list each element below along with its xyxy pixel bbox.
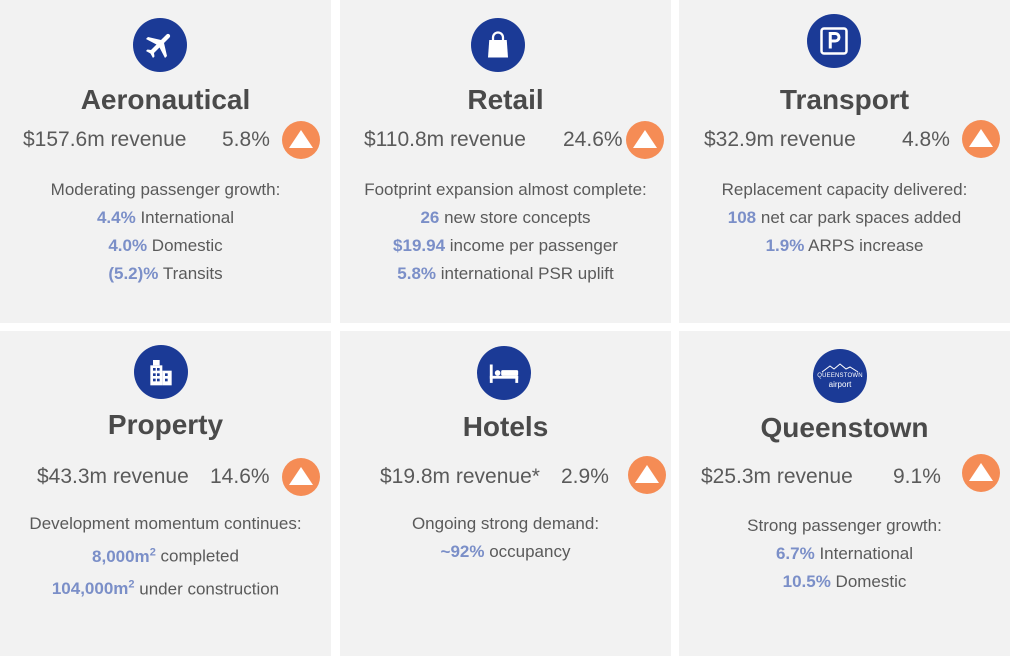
- detail-value: ~92%: [440, 542, 485, 561]
- details-intro: Development momentum continues:: [29, 514, 302, 533]
- revenue-value: $25.3m revenue: [701, 465, 853, 488]
- detail-text: International: [814, 544, 914, 563]
- detail-line: 6.7% International: [679, 540, 1010, 568]
- revenue-value: $157.6m revenue: [23, 128, 187, 151]
- card-queenstown: QUEENSTOWN airport Queenstown $25.3m rev…: [679, 331, 1010, 656]
- detail-text: ARPS increase: [804, 236, 924, 255]
- detail-text: Transits: [158, 264, 223, 283]
- detail-line: 10.5% Domestic: [679, 568, 1010, 596]
- card-title: Retail: [467, 84, 544, 115]
- detail-line: 5.8% international PSR uplift: [340, 260, 671, 288]
- detail-line: 1.9% ARPS increase: [679, 232, 1010, 260]
- detail-number: 8,000m: [92, 546, 150, 566]
- up-arrow-icon: [282, 458, 320, 496]
- detail-text: net car park spaces added: [756, 208, 962, 227]
- detail-text: new store concepts: [439, 208, 591, 227]
- airplane-icon: [133, 18, 187, 72]
- shopping-bag-icon: [471, 18, 525, 72]
- bed-icon: [477, 346, 531, 400]
- card-aeronautical: Aeronautical $157.6m revenue 5.8% Modera…: [0, 0, 331, 323]
- growth-percent: 5.8%: [222, 128, 270, 151]
- details: Footprint expansion almost complete: 26 …: [340, 176, 671, 288]
- revenue-value: $43.3m revenue: [37, 465, 189, 488]
- details: Ongoing strong demand: ~92% occupancy: [340, 510, 671, 566]
- detail-line: 104,000m2 under construction: [0, 571, 331, 604]
- details: Strong passenger growth: 6.7% Internatio…: [679, 512, 1010, 596]
- logo-text: airport: [828, 380, 852, 389]
- detail-text: under construction: [134, 579, 280, 599]
- details-intro: Moderating passenger growth:: [50, 180, 281, 199]
- detail-value: 4.4%: [96, 208, 136, 227]
- detail-text: International: [135, 208, 235, 227]
- revenue-value: $32.9m revenue: [704, 128, 856, 151]
- card-title: Aeronautical: [80, 84, 251, 115]
- detail-line: 108 net car park spaces added: [679, 204, 1010, 232]
- up-arrow-icon: [626, 121, 664, 159]
- detail-line: ~92% occupancy: [340, 538, 671, 566]
- detail-line: 8,000m2 completed: [0, 538, 331, 571]
- detail-line: 4.4% International: [0, 204, 331, 232]
- card-property: Property $43.3m revenue 14.6% Developmen…: [0, 331, 331, 656]
- details-intro: Footprint expansion almost complete:: [364, 180, 647, 199]
- detail-value: 108: [727, 208, 757, 227]
- details: Development momentum continues: 8,000m2 …: [0, 510, 331, 603]
- superscript: 2: [128, 578, 135, 591]
- details-intro: Ongoing strong demand:: [411, 514, 600, 533]
- superscript: 2: [149, 546, 156, 558]
- detail-text: Domestic: [147, 236, 223, 255]
- detail-value: 1.9%: [765, 236, 805, 255]
- detail-line: (5.2)% Transits: [0, 260, 331, 288]
- detail-value: 10.5%: [782, 572, 831, 591]
- card-title: Property: [107, 409, 224, 440]
- detail-text: international PSR uplift: [436, 264, 614, 283]
- growth-percent: 24.6%: [563, 128, 623, 151]
- detail-text: occupancy: [484, 542, 571, 561]
- detail-line: 4.0% Domestic: [0, 232, 331, 260]
- detail-number: 104,000m: [51, 579, 129, 599]
- growth-percent: 14.6%: [210, 465, 270, 488]
- growth-percent: 4.8%: [902, 128, 950, 151]
- growth-percent: 9.1%: [893, 465, 941, 488]
- detail-value: 8,000m2: [92, 546, 156, 566]
- up-arrow-icon: [628, 456, 666, 494]
- card-title: Transport: [779, 84, 910, 115]
- queenstown-airport-logo-icon: QUEENSTOWN airport: [813, 349, 867, 403]
- up-arrow-icon: [282, 121, 320, 159]
- detail-value: 5.8%: [397, 264, 437, 283]
- detail-value: 4.0%: [108, 236, 148, 255]
- detail-line: $19.94 income per passenger: [340, 232, 671, 260]
- logo-text: QUEENSTOWN: [817, 373, 863, 379]
- detail-line: 26 new store concepts: [340, 204, 671, 232]
- detail-value: 26: [420, 208, 440, 227]
- card-hotels: Hotels $19.8m revenue* 2.9% Ongoing stro…: [340, 331, 671, 656]
- card-title: Hotels: [462, 411, 549, 442]
- buildings-icon: [134, 345, 188, 399]
- details: Replacement capacity delivered: 108 net …: [679, 176, 1010, 260]
- revenue-value: $110.8m revenue: [364, 128, 526, 151]
- growth-percent: 2.9%: [561, 465, 609, 488]
- details-intro: Replacement capacity delivered:: [721, 180, 968, 199]
- detail-value: (5.2)%: [108, 264, 159, 283]
- revenue-value: $19.8m revenue*: [380, 465, 540, 488]
- detail-value: 104,000m2: [51, 578, 135, 599]
- card-retail: Retail $110.8m revenue 24.6% Footprint e…: [340, 0, 671, 323]
- detail-text: Domestic: [830, 572, 907, 591]
- detail-text: income per passenger: [445, 236, 618, 255]
- detail-value: $19.94: [393, 236, 446, 255]
- card-title: Queenstown: [760, 412, 929, 443]
- details: Moderating passenger growth: 4.4% Intern…: [0, 176, 331, 288]
- parking-icon: [807, 14, 861, 68]
- card-transport: Transport $32.9m revenue 4.8% Replacemen…: [679, 0, 1010, 323]
- up-arrow-icon: [962, 454, 1000, 492]
- detail-text: completed: [155, 546, 239, 566]
- up-arrow-icon: [962, 120, 1000, 158]
- details-intro: Strong passenger growth:: [747, 516, 942, 535]
- detail-value: 6.7%: [775, 544, 815, 563]
